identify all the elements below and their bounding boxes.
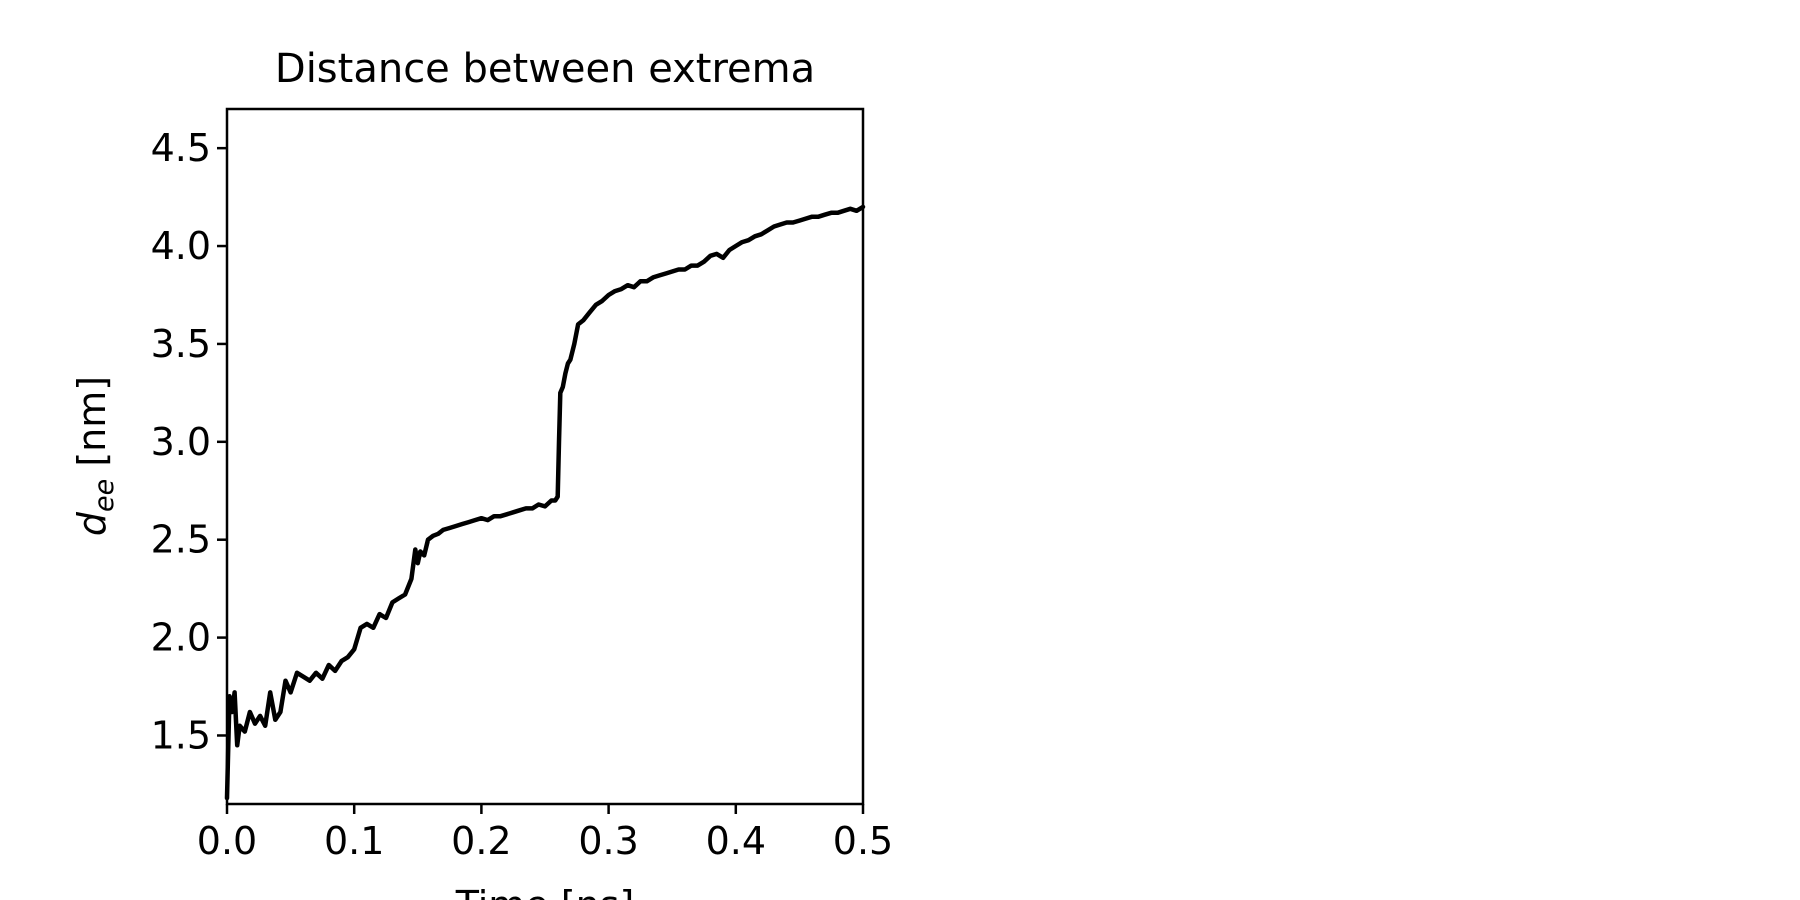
- y-tick-label: 3.5: [151, 322, 211, 366]
- axes-frame: [225, 107, 865, 806]
- x-tick-label: 0.1: [324, 819, 384, 863]
- y-axis-label: dee [nm]: [70, 376, 120, 536]
- x-axis-label: Time [ns]: [455, 883, 635, 900]
- y-tick-label: 1.5: [151, 713, 211, 757]
- x-tick-label: 0.3: [578, 819, 638, 863]
- y-tick-label: 3.0: [151, 420, 211, 464]
- y-axis-label-subscript: ee: [89, 479, 120, 512]
- y-axis: 1.5 2.0 2.5 3.0 3.5 4.0 4.5: [151, 126, 227, 757]
- x-tick-label: 0.0: [197, 819, 257, 863]
- y-axis-label-symbol: d: [70, 511, 114, 536]
- y-tick-label: 4.0: [151, 224, 211, 268]
- series-line: [224, 204, 866, 801]
- y-tick-label: 2.0: [151, 616, 211, 660]
- x-tick-label: 0.4: [706, 819, 766, 863]
- y-tick-label: 4.5: [151, 126, 211, 170]
- x-tick-label: 0.2: [451, 819, 511, 863]
- plot-area: [224, 107, 866, 806]
- x-tick-label: 0.5: [833, 819, 893, 863]
- x-axis: 0.0 0.1 0.2 0.3 0.4 0.5: [197, 804, 893, 863]
- y-axis-label-unit: [nm]: [70, 376, 114, 479]
- y-tick-label: 2.5: [151, 518, 211, 562]
- chart-title: Distance between extrema: [275, 46, 815, 92]
